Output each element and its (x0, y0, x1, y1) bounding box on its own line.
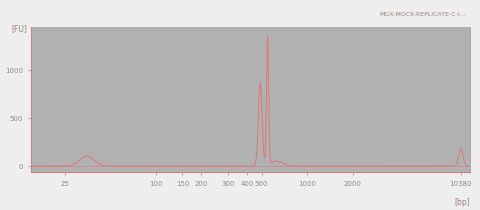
Y-axis label: [FU]: [FU] (11, 24, 27, 33)
Text: [bp]: [bp] (455, 198, 470, 207)
Text: MGX-MOCK-REPLICATE-C-I...: MGX-MOCK-REPLICATE-C-I... (379, 12, 466, 17)
